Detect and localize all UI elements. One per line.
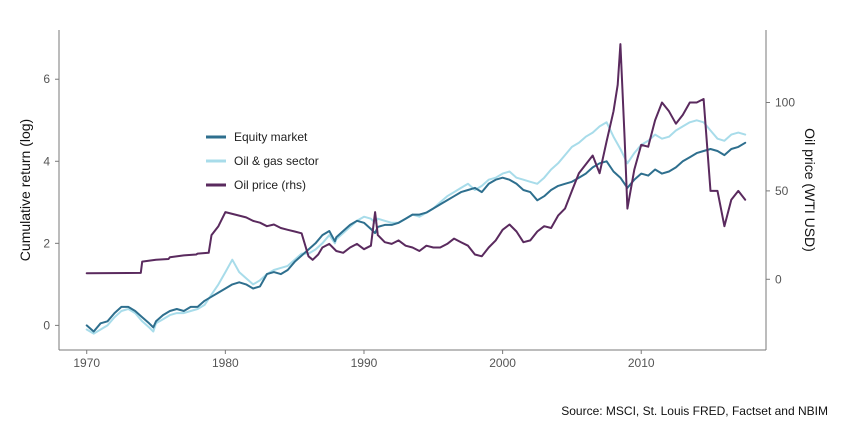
chart-legend: Equity market Oil & gas sector Oil price (… (206, 130, 319, 192)
chart-axes: 1970 1980 1990 2000 2010 0 2 4 6 0 50 100 Cumulative… (17, 30, 818, 370)
legend-label: Equity market (234, 130, 308, 144)
y2-tick-label: 100 (775, 95, 795, 109)
x-tick-label: 2000 (489, 356, 516, 370)
legend-label: Oil price (rhs) (234, 178, 306, 192)
series-line (85, 43, 747, 275)
y2-tick-label: 0 (775, 272, 782, 286)
y-tick-label: 6 (43, 72, 50, 86)
x-tick-label: 1990 (351, 356, 378, 370)
y2-tick-label: 50 (775, 184, 789, 198)
series-line (85, 119, 747, 335)
x-tick-label: 2010 (628, 356, 655, 370)
x-tick-label: 1980 (212, 356, 239, 370)
source-note: Source: MSCI, St. Louis FRED, Factset an… (561, 404, 828, 418)
chart-series (85, 43, 747, 335)
y-tick-label: 0 (43, 318, 50, 332)
legend-label: Oil & gas sector (234, 154, 319, 168)
series-line (85, 141, 747, 333)
y2-axis-title: Oil price (WTI USD) (802, 128, 818, 252)
y-axis-title: Cumulative return (log) (17, 119, 33, 261)
x-tick-label: 1970 (73, 356, 100, 370)
y-tick-label: 2 (43, 236, 50, 250)
y-tick-label: 4 (43, 154, 50, 168)
